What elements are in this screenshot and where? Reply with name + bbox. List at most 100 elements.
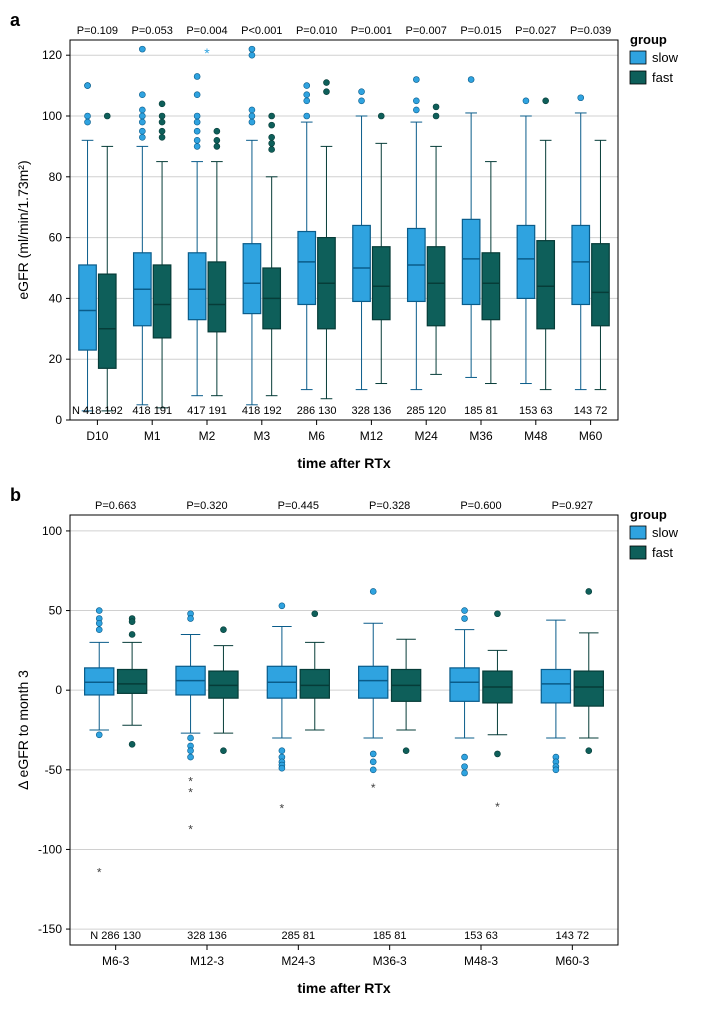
legend-swatch xyxy=(630,71,646,84)
x-tick-label: M6-3 xyxy=(102,954,130,968)
outlier xyxy=(159,113,165,119)
p-value-label: P=0.004 xyxy=(186,25,227,37)
box-group: * xyxy=(85,608,147,880)
y-tick-label: -100 xyxy=(38,842,62,856)
outlier xyxy=(578,95,584,101)
panel-b-label: b xyxy=(10,485,21,506)
outlier xyxy=(159,101,165,107)
outlier xyxy=(359,98,365,104)
extreme-star: * xyxy=(97,865,102,879)
box-group xyxy=(541,588,603,772)
outlier xyxy=(553,767,559,773)
outlier xyxy=(139,46,145,52)
outlier xyxy=(586,748,592,754)
p-value-label: P=0.007 xyxy=(406,25,447,37)
y-tick-label: 60 xyxy=(49,231,63,245)
outlier xyxy=(413,98,419,104)
outlier xyxy=(139,119,145,125)
outlier xyxy=(269,140,275,146)
n-label: 153 63 xyxy=(464,930,498,942)
panel-a-label: a xyxy=(10,10,20,31)
outlier xyxy=(188,616,194,622)
outlier xyxy=(129,741,135,747)
significance-star: * xyxy=(204,45,210,61)
p-value-label: P=0.927 xyxy=(552,500,593,512)
plot-border xyxy=(70,515,618,945)
y-tick-label: 20 xyxy=(49,352,63,366)
x-tick-label: M60-3 xyxy=(555,954,589,968)
x-tick-label: M12 xyxy=(360,429,384,443)
outlier xyxy=(304,83,310,89)
plot-border xyxy=(70,40,618,420)
outlier xyxy=(462,764,468,770)
y-tick-label: 0 xyxy=(55,683,62,697)
outlier xyxy=(462,770,468,776)
box-group: * xyxy=(359,588,421,794)
p-value-label: P<0.001 xyxy=(241,25,282,37)
outlier xyxy=(312,611,318,617)
box-group xyxy=(243,46,280,405)
outlier xyxy=(96,620,102,626)
box-group xyxy=(79,83,116,411)
outlier xyxy=(304,92,310,98)
outlier xyxy=(194,73,200,79)
legend-label: fast xyxy=(652,70,673,85)
p-value-label: P=0.015 xyxy=(460,25,501,37)
outlier xyxy=(433,104,439,110)
n-label: N 418 192 xyxy=(72,405,123,417)
n-label: 418 192 xyxy=(242,405,282,417)
y-tick-label: 120 xyxy=(42,48,62,62)
n-label: 328 136 xyxy=(352,405,392,417)
outlier xyxy=(523,98,529,104)
p-value-label: P=0.001 xyxy=(351,25,392,37)
n-label: 417 191 xyxy=(187,405,227,417)
p-value-label: P=0.663 xyxy=(95,500,136,512)
outlier xyxy=(159,119,165,125)
legend-title: group xyxy=(630,32,667,47)
outlier xyxy=(194,119,200,125)
y-tick-label: 80 xyxy=(49,170,63,184)
p-value-label: P=0.109 xyxy=(77,25,118,37)
n-label: 418 191 xyxy=(132,405,172,417)
outlier xyxy=(269,113,275,119)
p-value-label: P=0.039 xyxy=(570,25,611,37)
outlier xyxy=(194,137,200,143)
outlier xyxy=(494,611,500,617)
outlier xyxy=(269,146,275,152)
p-value-label: P=0.328 xyxy=(369,500,410,512)
outlier xyxy=(139,113,145,119)
chart-b: -150-100-50050100*******P=0.663P=0.320P=… xyxy=(10,485,698,1005)
x-tick-label: M3 xyxy=(253,429,270,443)
y-axis-label: eGFR (ml/min/1.73m²) xyxy=(15,160,31,299)
outlier xyxy=(214,143,220,149)
box-group xyxy=(517,98,554,390)
outlier xyxy=(269,134,275,140)
y-tick-label: 100 xyxy=(42,524,62,538)
p-value-label: P=0.600 xyxy=(460,500,501,512)
box-group xyxy=(134,46,171,408)
p-value-label: P=0.053 xyxy=(132,25,173,37)
outlier xyxy=(104,113,110,119)
p-value-label: P=0.010 xyxy=(296,25,337,37)
legend-title: group xyxy=(630,507,667,522)
extreme-star: * xyxy=(371,781,376,795)
n-label: 328 136 xyxy=(187,930,227,942)
outlier xyxy=(220,627,226,633)
outlier xyxy=(96,608,102,614)
outlier xyxy=(188,748,194,754)
outlier xyxy=(159,134,165,140)
outlier xyxy=(370,759,376,765)
outlier xyxy=(249,52,255,58)
outlier xyxy=(85,119,91,125)
outlier xyxy=(279,603,285,609)
outlier xyxy=(586,588,592,594)
n-label: 185 81 xyxy=(464,405,498,417)
p-value-label: P=0.445 xyxy=(278,500,319,512)
outlier xyxy=(129,631,135,637)
n-label: 285 120 xyxy=(406,405,446,417)
outlier xyxy=(85,113,91,119)
outlier xyxy=(194,92,200,98)
outlier xyxy=(194,128,200,134)
outlier xyxy=(370,767,376,773)
outlier xyxy=(359,89,365,95)
